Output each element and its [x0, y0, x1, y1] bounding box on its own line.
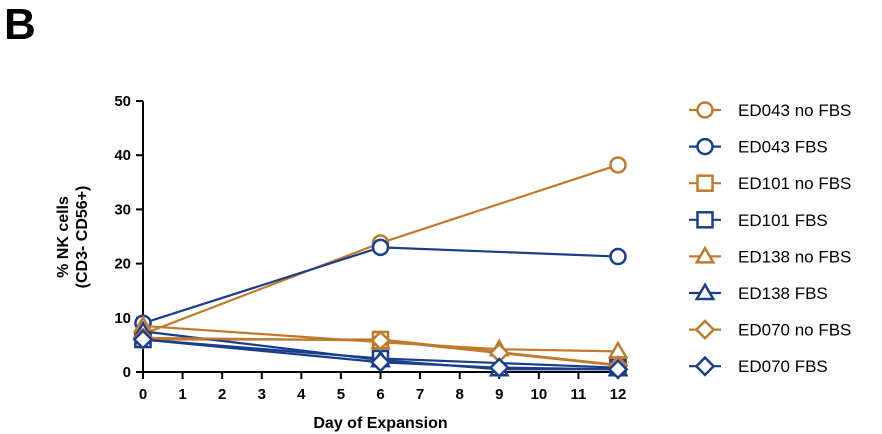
- x-tick-label: 4: [297, 386, 306, 403]
- legend-marker: [694, 355, 716, 377]
- y-axis-title: % NK cells (CD3- CD56+): [55, 186, 91, 289]
- legend-marker: [696, 137, 714, 156]
- x-tick-label: 0: [139, 386, 147, 403]
- legend-label: ED101 no FBS: [738, 174, 851, 193]
- x-tick-label: 11: [570, 386, 586, 403]
- data-point: [371, 238, 390, 257]
- legend-item: ED138 FBS: [689, 282, 828, 303]
- legend-item: ED043 FBS: [689, 138, 828, 157]
- x-tick-label: 10: [530, 386, 547, 403]
- x-tick-label: 12: [610, 386, 627, 403]
- legend-item: ED043 no FBS: [689, 101, 851, 120]
- series-line: [142, 338, 619, 371]
- y-tick-label: 20: [114, 256, 131, 273]
- legend-label: ED043 FBS: [738, 138, 828, 157]
- legend: ED043 no FBS ED043 FBS ED101 no FBS ED101 F…: [689, 101, 851, 377]
- x-tick-label: 6: [376, 386, 384, 403]
- legend-marker: [696, 211, 714, 229]
- data-point: [370, 330, 391, 351]
- legend-label: ED138 no FBS: [738, 247, 851, 266]
- x-tick-label: 1: [178, 386, 186, 403]
- legend-item: ED101 FBS: [689, 211, 828, 230]
- series-line: [142, 336, 619, 367]
- y-tick-label: 30: [114, 201, 131, 218]
- y-axis-title-line: (CD3- CD56+): [74, 186, 91, 289]
- legend-marker: [694, 282, 716, 301]
- legend-item: ED138 no FBS: [689, 245, 851, 266]
- y-axis-title-line: % NK cells: [55, 196, 72, 278]
- x-tick-label: 5: [337, 386, 345, 403]
- legend-label: ED101 FBS: [738, 211, 828, 230]
- x-tick-label: 8: [455, 386, 463, 403]
- legend-label: ED070 FBS: [738, 357, 828, 376]
- legend-item: ED101 no FBS: [689, 174, 851, 193]
- series-ed070-fbs: [132, 329, 629, 380]
- x-tick-label: 9: [495, 386, 503, 403]
- data-point: [609, 247, 627, 266]
- y-tick-label: 10: [114, 310, 131, 327]
- y-tick-label: 40: [114, 147, 131, 164]
- data-point: [609, 156, 627, 174]
- data-point: [607, 358, 629, 380]
- y-tick-label: 0: [123, 364, 131, 381]
- series-ed043-fbs: [134, 238, 627, 332]
- legend-label: ED070 no FBS: [738, 321, 851, 340]
- x-tick-label: 3: [258, 386, 266, 403]
- x-axis-title: Day of Expansion: [313, 415, 447, 432]
- y-tick-label: 50: [114, 93, 131, 110]
- data-point: [370, 351, 391, 373]
- legend-marker: [694, 319, 716, 340]
- legend-marker: [696, 174, 714, 192]
- legend-label: ED043 no FBS: [738, 101, 851, 120]
- series-layer: [132, 156, 629, 380]
- legend-label: ED138 FBS: [738, 284, 828, 303]
- panel-label: B: [4, 0, 36, 49]
- legend-marker: [696, 101, 714, 119]
- legend-item: ED070 FBS: [689, 355, 828, 377]
- x-tick-label: 7: [416, 386, 424, 403]
- data-point: [132, 329, 154, 350]
- legend-item: ED070 no FBS: [689, 319, 851, 340]
- legend-marker: [694, 245, 716, 264]
- x-tick-label: 2: [218, 386, 226, 403]
- series-line: [142, 246, 619, 325]
- data-point: [488, 357, 510, 379]
